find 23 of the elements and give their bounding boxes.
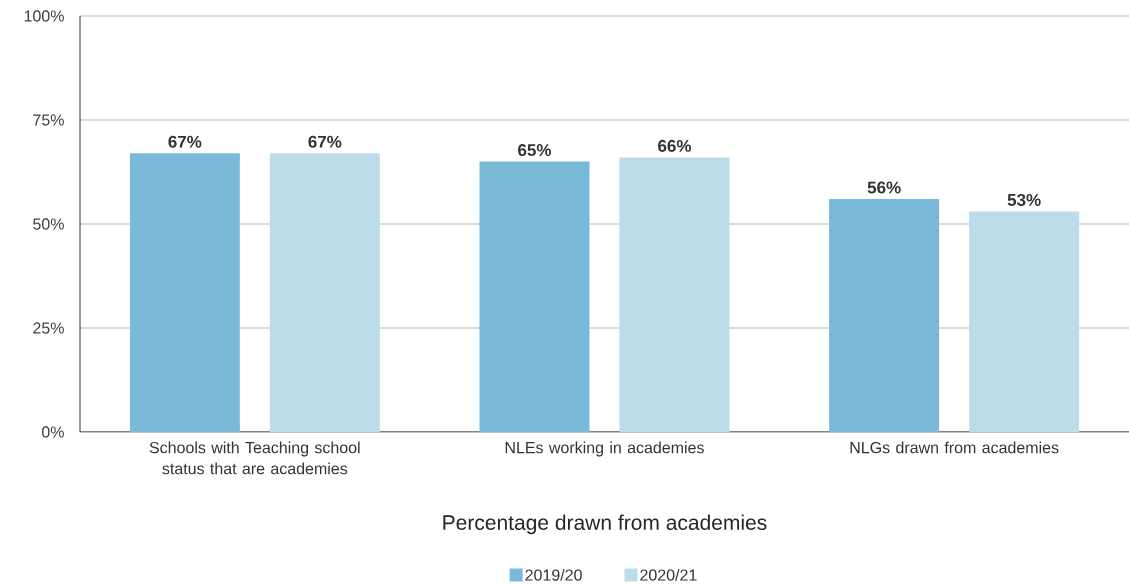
- y-tick-label: 25%: [33, 322, 64, 334]
- bar: [269, 153, 380, 432]
- x-axis-title: Percentage drawn from academies: [443, 514, 767, 535]
- data-label: 67%: [168, 135, 202, 148]
- data-label: 66%: [658, 139, 692, 152]
- data-label: 65%: [518, 144, 552, 157]
- y-tick-label: 75%: [33, 114, 64, 126]
- data-label: 53%: [1007, 193, 1041, 206]
- x-tick-label: NLGs drawn from academies: [850, 441, 1059, 454]
- bar: [829, 199, 940, 432]
- bar: [619, 157, 730, 432]
- bar: [969, 211, 1080, 432]
- x-tick-label: NLEs working in academies: [505, 441, 704, 457]
- y-tick-label: 100%: [24, 10, 64, 22]
- y-tick-label: 0%: [41, 426, 64, 438]
- data-label: 67%: [308, 135, 342, 148]
- data-label: 56%: [867, 181, 901, 194]
- bar: [479, 161, 590, 432]
- bar: [129, 153, 240, 432]
- legend-label: 2020/21: [640, 568, 697, 581]
- x-tick-label: Schools with Teaching school status that are academies: [149, 441, 360, 475]
- legend-label: 2019/20: [525, 568, 582, 581]
- y-tick-label: 50%: [33, 218, 64, 230]
